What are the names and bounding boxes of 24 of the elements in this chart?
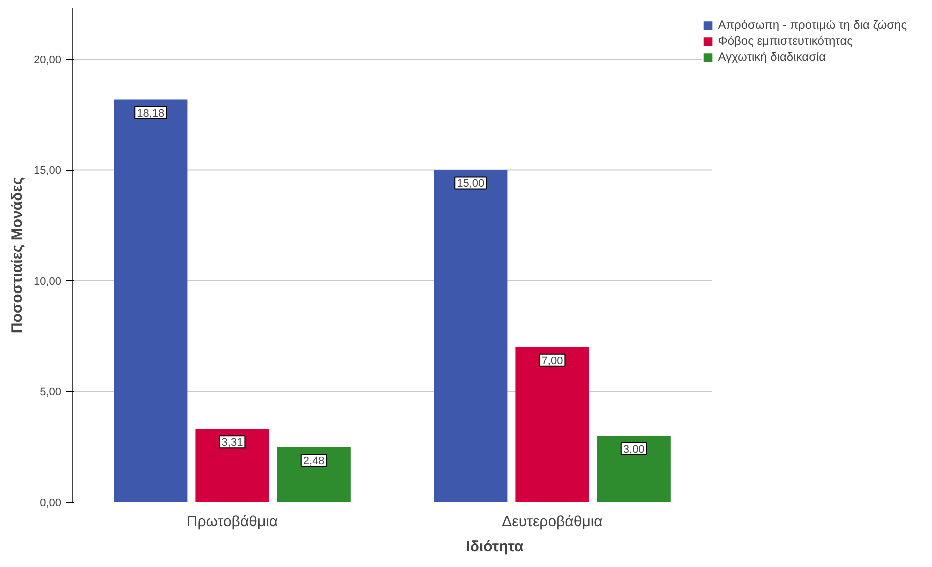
y-tick-label: 10,00 <box>34 276 62 288</box>
bar <box>597 436 671 502</box>
bar <box>277 448 351 502</box>
x-tick-label: Δευτεροβάθμια <box>502 514 604 530</box>
data-label: 15,00 <box>457 178 485 190</box>
x-axis-title: Ιδιότητα <box>466 538 525 556</box>
x-tick-label: Πρωτοβάθμια <box>186 514 278 530</box>
data-label: 18,18 <box>137 108 165 120</box>
data-label: 7,00 <box>542 355 564 368</box>
legend-label: Αγχωτική διαδικασία <box>718 50 826 64</box>
y-tick-label: 5,00 <box>40 386 62 399</box>
bar <box>196 429 270 502</box>
legend-label: Απρόσωπη - προτιμώ τη δια ζώσης <box>718 18 907 32</box>
data-label: 3,31 <box>222 437 244 450</box>
y-tick-label: 15,00 <box>34 165 62 178</box>
bar <box>114 100 188 502</box>
data-label: 3,00 <box>623 444 645 456</box>
bar <box>434 170 508 502</box>
bar <box>516 347 590 502</box>
data-label: 2,48 <box>303 456 325 468</box>
y-axis-title: Ποσοστιαίες Μονάδες <box>8 177 26 334</box>
legend-label: Φόβος εμπιστευτικότητας <box>718 34 853 48</box>
y-tick-label: 0,00 <box>40 498 62 510</box>
y-tick-label: 20,00 <box>34 54 62 66</box>
